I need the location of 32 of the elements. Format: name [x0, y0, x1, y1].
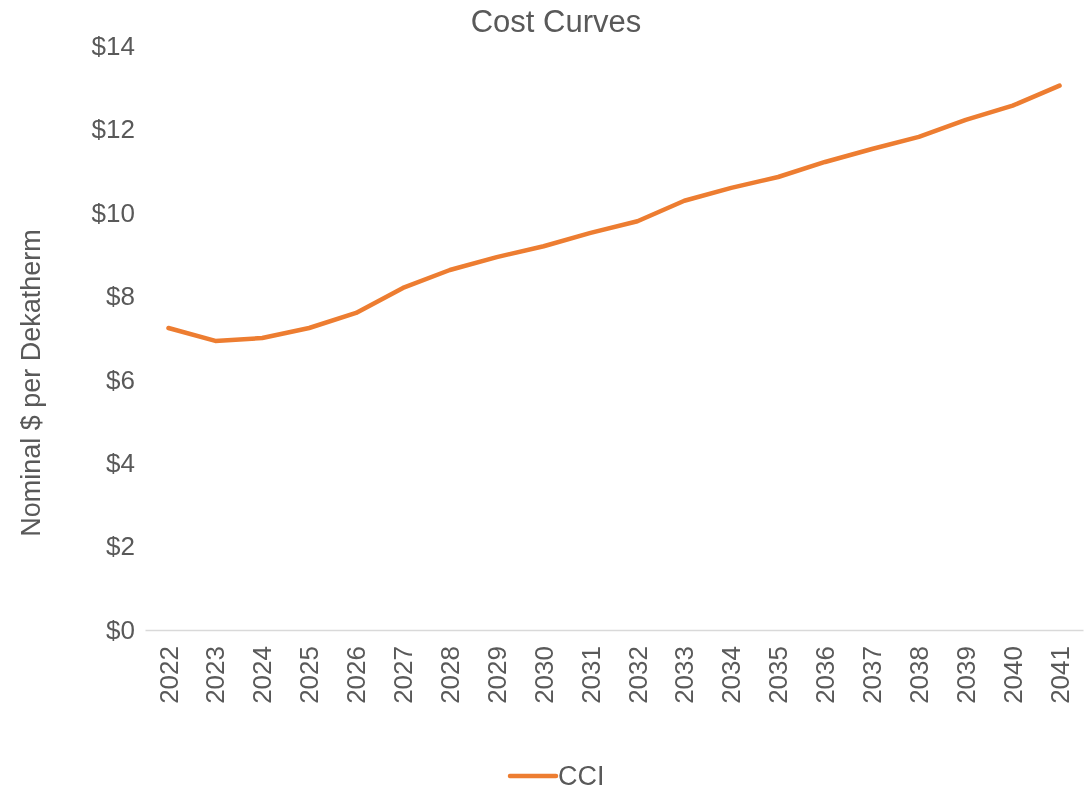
x-tick-label: 2032	[622, 646, 653, 704]
x-tick-label: 2039	[950, 646, 981, 704]
x-tick-label: 2031	[575, 646, 606, 704]
x-tick-label: 2030	[528, 646, 559, 704]
x-tick-label: 2028	[434, 646, 465, 704]
x-tick-label: 2024	[247, 646, 278, 704]
line-series	[166, 83, 1062, 344]
x-tick-label: 2036	[810, 646, 841, 704]
x-tick-label: 2023	[200, 646, 231, 704]
y-tick-label: $12	[91, 114, 135, 145]
x-tick-label: 2022	[153, 646, 184, 704]
y-tick-label: $8	[106, 281, 135, 312]
y-tick-label: $2	[106, 531, 135, 562]
y-tick-label: $6	[106, 364, 135, 395]
x-tick-label: 2027	[388, 646, 419, 704]
x-tick-label: 2034	[716, 646, 747, 704]
y-tick-label: $0	[106, 614, 135, 645]
x-tick-label: 2040	[997, 646, 1028, 704]
legend-label: CCI	[558, 761, 605, 791]
x-tick-label: 2041	[1044, 646, 1075, 704]
y-axis-title: Nominal $ per Dekatherm	[16, 229, 46, 537]
x-tick-label: 2033	[669, 646, 700, 704]
x-tick-label: 2029	[481, 646, 512, 704]
x-tick-label: 2026	[341, 646, 372, 704]
x-tick-label: 2025	[294, 646, 325, 704]
x-tick-label: 2037	[857, 646, 888, 704]
x-tick-label: 2035	[763, 646, 794, 704]
chart-title: Cost Curves	[470, 4, 642, 39]
x-tick-label: 2038	[903, 646, 934, 704]
y-tick-label: $4	[106, 447, 135, 478]
y-tick-label: $10	[91, 197, 135, 228]
y-tick-label: $14	[91, 30, 135, 61]
